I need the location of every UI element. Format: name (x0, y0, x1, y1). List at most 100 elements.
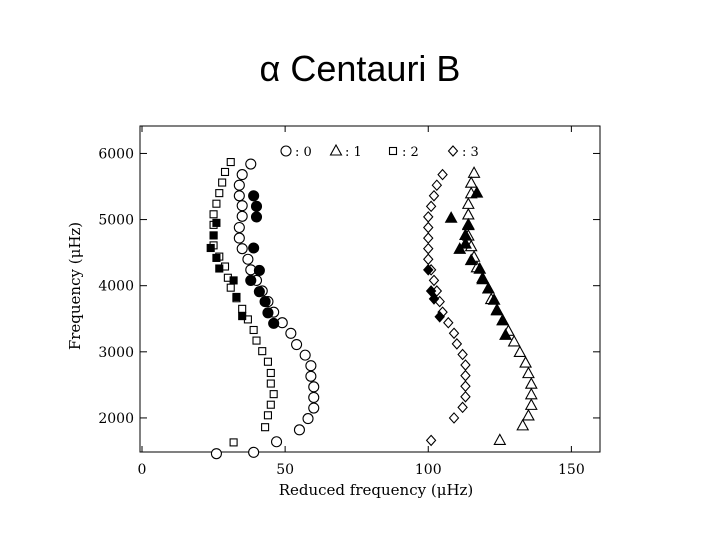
data-point-diamond-open (457, 401, 468, 414)
data-point-diamond-open (457, 348, 468, 361)
data-point-triangle-filled (481, 281, 495, 294)
x-tick-label: 150 (558, 462, 585, 478)
data-point-triangle-open (524, 377, 538, 389)
x-axis: 0 50 100 150 (138, 126, 585, 478)
legend-marker-square (388, 146, 398, 156)
legend-marker-triangle (329, 143, 343, 156)
legend-label: : 0 (295, 145, 312, 160)
y-tick-label: 4000 (98, 279, 134, 295)
data-point-square-filled (229, 276, 238, 285)
data-point-circle-open (236, 210, 248, 222)
data-point-circle-filled (259, 296, 271, 308)
data-point-diamond-open (460, 369, 471, 382)
data-point-circle-open (305, 370, 317, 382)
data-points (206, 157, 538, 460)
data-point-square-open (249, 325, 258, 335)
data-point-triangle-open (493, 433, 507, 445)
y-axis-title: Frequency (μHz) (66, 222, 84, 350)
data-point-triangle-open (516, 418, 530, 431)
x-tick-label: 50 (276, 462, 294, 478)
data-point-square-open (261, 423, 270, 432)
data-point-triangle-filled (499, 328, 512, 340)
data-point-triangle-filled (464, 253, 478, 266)
data-point-square-filled (215, 264, 224, 273)
data-point-square-open (269, 390, 278, 399)
data-point-triangle-filled (444, 211, 458, 223)
data-point-circle-open (233, 232, 245, 244)
data-point-triangle-filled (487, 293, 501, 305)
data-point-circle-open (308, 381, 320, 393)
data-point-square-filled (212, 218, 221, 227)
data-point-diamond-open (423, 253, 434, 266)
data-point-diamond-open (428, 189, 440, 202)
data-point-circle-filled (262, 307, 274, 319)
data-point-triangle-open (461, 207, 475, 220)
data-point-triangle-filled (453, 242, 467, 254)
data-point-circle-filled (250, 211, 263, 223)
data-point-triangle-open (513, 345, 527, 358)
data-point-circle-open (245, 158, 257, 170)
data-point-circle-open (242, 253, 254, 265)
data-point-square-filled (238, 312, 247, 321)
data-point-diamond-open (423, 242, 434, 255)
data-point-square-filled (212, 253, 221, 262)
data-point-circle-open (233, 179, 245, 191)
data-point-square-filled (206, 243, 215, 253)
y-tick-label: 5000 (98, 213, 134, 229)
data-point-circle-open (233, 190, 245, 202)
data-point-circle-open (291, 338, 303, 351)
data-point-square-open (215, 189, 224, 198)
data-point-diamond-open (428, 274, 440, 287)
data-point-triangle-open (467, 166, 481, 178)
data-point-square-open (209, 210, 218, 219)
legend-label: : 1 (345, 145, 362, 160)
data-point-square-filled (232, 292, 241, 301)
data-point-diamond-open (443, 316, 454, 329)
x-tick-label: 0 (138, 462, 147, 478)
data-point-circle-open (236, 169, 248, 181)
data-point-triangle-filled (490, 303, 504, 316)
data-point-circle-open (236, 243, 248, 255)
data-point-diamond-open (451, 338, 463, 350)
data-point-triangle-filled (473, 262, 487, 274)
data-point-triangle-open (522, 366, 535, 379)
data-point-square-open (212, 199, 221, 208)
data-point-diamond-open (448, 412, 460, 424)
data-point-diamond-filled (434, 310, 445, 323)
data-point-diamond-open (460, 390, 471, 403)
legend-marker-circle (280, 145, 292, 157)
data-point-triangle-open (461, 197, 475, 209)
data-point-square-open (226, 157, 235, 167)
data-point-triangle-filled (476, 272, 490, 285)
data-point-diamond-open (460, 359, 471, 371)
x-axis-title: Reduced frequency (μHz) (279, 481, 474, 499)
data-point-diamond-filled (425, 285, 437, 297)
data-point-circle-filled (250, 200, 263, 212)
data-point-triangle-open (524, 398, 538, 410)
legend: : 0: 1: 2: 3 (280, 143, 479, 160)
data-point-circle-open (236, 200, 248, 212)
data-point-square-open (238, 304, 247, 313)
data-point-circle-open (270, 436, 283, 448)
slide-title: α Centauri B (259, 48, 461, 89)
data-point-triangle-filled (470, 185, 484, 198)
data-point-square-open (266, 400, 275, 409)
legend-marker-diamond (447, 145, 459, 157)
data-point-circle-open (308, 391, 320, 403)
data-point-circle-open (302, 413, 314, 425)
data-point-square-open (258, 347, 267, 356)
data-point-triangle-open (464, 176, 478, 188)
data-point-diamond-filled (423, 264, 434, 276)
data-point-diamond-open (425, 434, 437, 447)
data-point-diamond-open (423, 211, 434, 223)
data-point-square-open (263, 357, 273, 366)
data-point-circle-filled (253, 286, 265, 298)
data-point-triangle-filled (496, 313, 510, 326)
plot-frame (139, 125, 601, 453)
data-point-square-open (266, 379, 275, 388)
data-point-diamond-open (423, 232, 434, 244)
y-tick-label: 6000 (98, 146, 134, 162)
x-tick-label: 100 (415, 462, 442, 478)
legend-label: : 2 (402, 145, 419, 160)
